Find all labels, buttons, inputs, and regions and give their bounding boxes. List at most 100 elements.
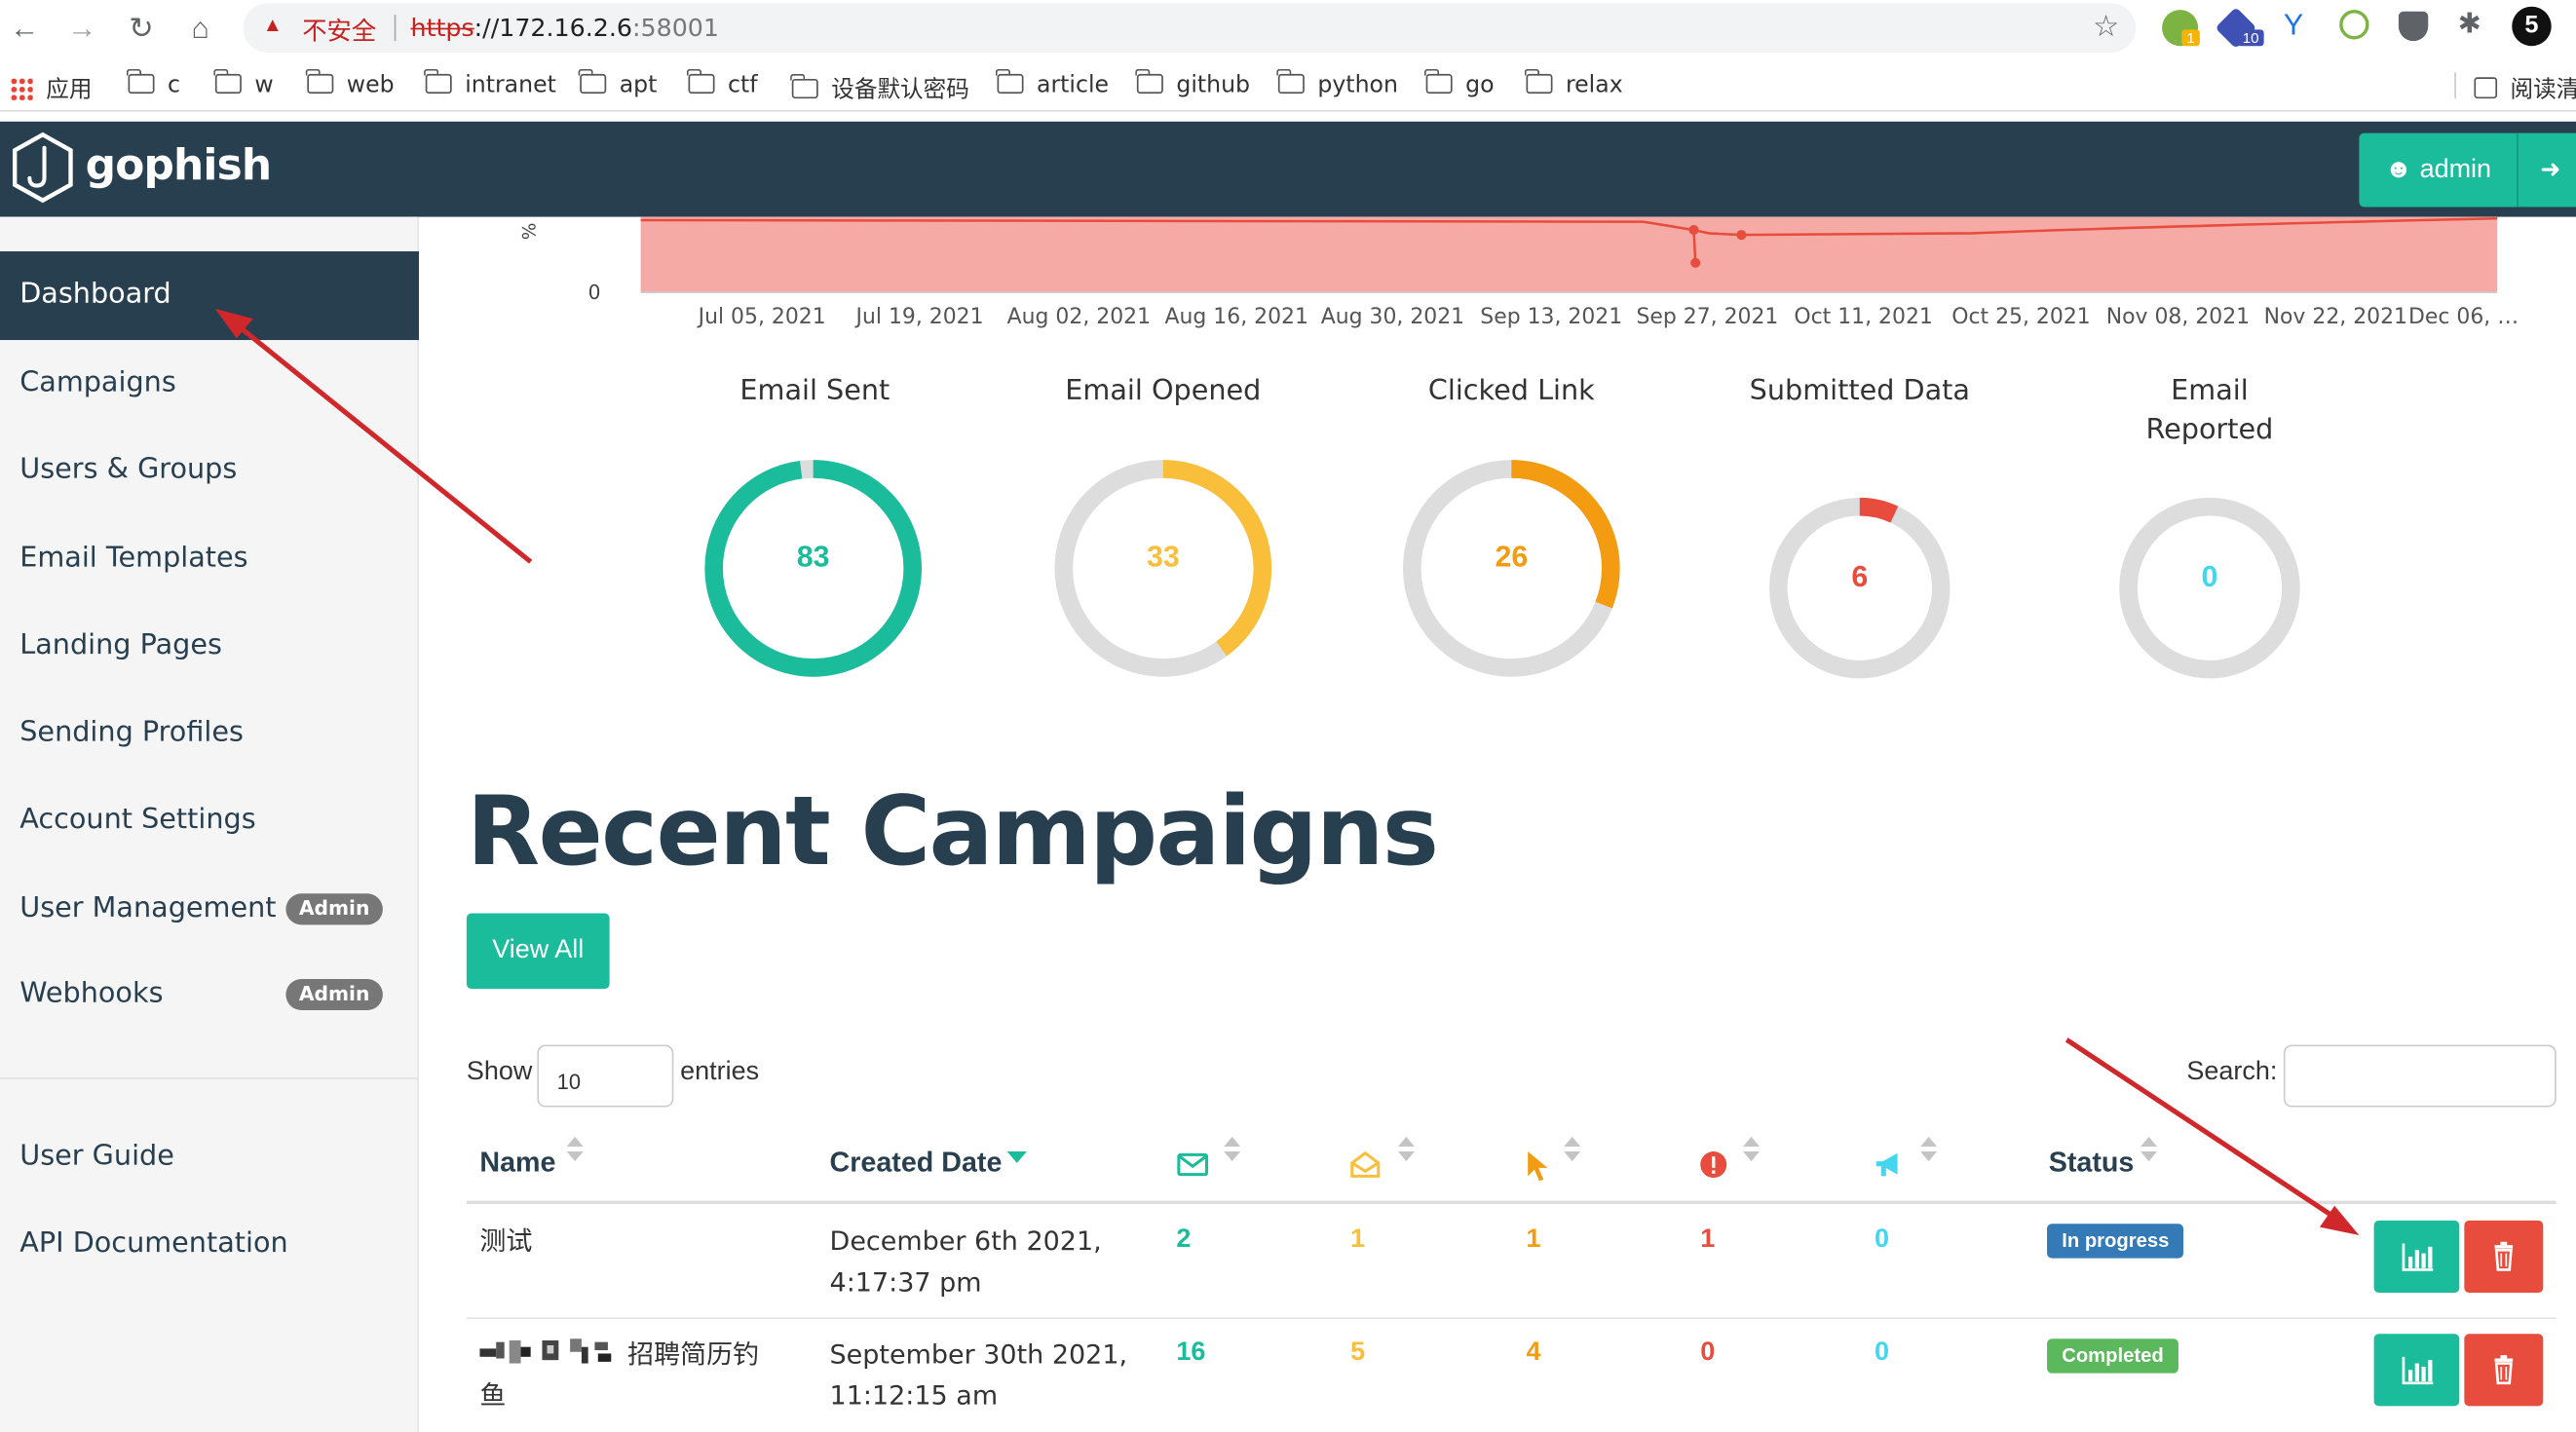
home-icon[interactable]: ⌂ <box>191 11 209 45</box>
timeline-point[interactable] <box>1688 225 1699 236</box>
campaign-results-button[interactable] <box>2373 1334 2460 1407</box>
timeline-point[interactable] <box>1736 230 1747 241</box>
delete-campaign-button[interactable] <box>2464 1334 2544 1407</box>
sidebar-item-webhooks[interactable]: Webhooks Admin <box>0 951 419 1036</box>
bookmark-folder[interactable]: relax <box>1525 68 1623 98</box>
submitted-data-value: 6 <box>1851 560 1869 593</box>
donut-arc <box>1769 497 1951 679</box>
timeline-date-label: Nov 08, 2021 <box>2105 305 2251 330</box>
sort-icon[interactable] <box>566 1136 584 1163</box>
timeline-point[interactable] <box>1690 257 1701 268</box>
envelope-icon[interactable] <box>1176 1149 1209 1179</box>
bookmark-folder[interactable]: w <box>213 68 274 98</box>
sidebar-item-label: API Documentation <box>19 1226 288 1261</box>
bookmark-folder[interactable]: go <box>1424 68 1495 98</box>
entries-select[interactable]: 10 <box>537 1044 674 1108</box>
campaign-name[interactable]: 测试 <box>479 1225 533 1257</box>
clicked-link-donut[interactable] <box>1401 458 1621 678</box>
url-host: ://172.16.2.6 <box>474 13 633 43</box>
extension-icon[interactable] <box>2339 10 2369 40</box>
timeline-date-label: Jul 05, 2021 <box>698 305 826 330</box>
address-bar[interactable]: ▲ 不安全 https://172.16.2.6:58001 ☆ <box>243 3 2137 53</box>
bookmark-folder[interactable]: article <box>996 68 1109 98</box>
email-reported-donut[interactable] <box>2118 496 2302 680</box>
bookmark-label: 设备默认密码 <box>831 77 969 104</box>
campaign-created-date: September 30th 2021, <box>829 1338 1128 1371</box>
search-input[interactable] <box>2283 1044 2557 1108</box>
delete-campaign-button[interactable] <box>2464 1220 2544 1294</box>
sidebar-item-user-management[interactable]: User Management Admin <box>0 866 419 952</box>
gophish-logo-icon[interactable] <box>10 132 75 204</box>
sort-icon[interactable] <box>1397 1136 1415 1163</box>
admin-user-label: admin <box>2419 156 2492 184</box>
sidebar-item-label: Landing Pages <box>19 628 222 662</box>
bookmark-star-icon[interactable]: ☆ <box>2093 10 2120 43</box>
timeline-date-label: Aug 30, 2021 <box>1320 305 1465 330</box>
search-label: Search: <box>2186 1057 2278 1086</box>
bookmark-folder[interactable]: 设备默认密码 <box>790 72 969 105</box>
sidebar-item-label: Campaigns <box>19 366 176 399</box>
exclamation-circle-icon[interactable] <box>1699 1149 1728 1179</box>
bookmark-folder[interactable]: github <box>1135 68 1251 99</box>
bullhorn-icon[interactable] <box>1873 1149 1906 1179</box>
cursor-pointer-icon[interactable] <box>1525 1149 1551 1183</box>
profile-avatar[interactable]: 5 <box>2512 6 2552 47</box>
sort-desc-icon[interactable] <box>1006 1151 1027 1163</box>
sidebar-item-account-settings[interactable]: Account Settings <box>0 777 419 863</box>
folder-icon <box>1424 68 1453 94</box>
extension-icon[interactable]: Y <box>2283 8 2304 42</box>
submitted-data-donut[interactable] <box>1767 496 1951 680</box>
sidebar-item-dashboard[interactable]: Dashboard <box>0 250 419 341</box>
email-sent-donut[interactable] <box>703 458 924 678</box>
url-text[interactable]: https://172.16.2.6:58001 <box>411 13 719 42</box>
logout-button[interactable]: ➜ <box>2517 132 2576 207</box>
timeline-date-label: Aug 02, 2021 <box>1006 305 1152 330</box>
sidebar-item-email-templates[interactable]: Email Templates <box>0 515 419 601</box>
campaign-results-button[interactable] <box>2373 1220 2460 1294</box>
shield-extension-icon[interactable] <box>2398 11 2429 42</box>
sidebar-item-users-groups[interactable]: Users & Groups <box>0 427 419 512</box>
sort-icon[interactable] <box>1743 1136 1760 1163</box>
email-sent-value: 83 <box>796 540 830 574</box>
bookmark-label: web <box>346 72 395 99</box>
sort-icon[interactable] <box>1564 1136 1581 1163</box>
view-all-button[interactable]: View All <box>466 913 610 990</box>
sidebar-item-campaigns[interactable]: Campaigns <box>0 340 419 426</box>
admin-user-button[interactable]: ☻ admin <box>2359 132 2518 207</box>
sidebar-item-user-guide[interactable]: User Guide <box>0 1113 419 1199</box>
sidebar-divider <box>0 1077 419 1079</box>
campaign-created-time: 11:12:15 am <box>829 1379 999 1412</box>
sort-icon[interactable] <box>2140 1136 2158 1163</box>
forward-icon[interactable]: → <box>67 11 97 45</box>
puzzle-icon[interactable]: ✱ <box>2457 8 2481 40</box>
bookmark-folder[interactable]: intranet <box>424 68 556 98</box>
bookmark-folder[interactable]: c <box>127 68 180 98</box>
submitted-count: 0 <box>1700 1338 1716 1367</box>
back-icon[interactable]: ← <box>10 11 40 45</box>
envelope-open-icon[interactable] <box>1348 1149 1382 1179</box>
sidebar-item-api-documentation[interactable]: API Documentation <box>0 1201 419 1287</box>
reading-list-button[interactable]: 阅读清 <box>2474 72 2576 105</box>
sort-icon[interactable] <box>1224 1136 1241 1163</box>
sidebar-item-sending-profiles[interactable]: Sending Profiles <box>0 690 419 775</box>
email-opened-value: 33 <box>1146 540 1180 574</box>
sort-icon[interactable] <box>1920 1136 1938 1163</box>
email-opened-donut[interactable] <box>1053 458 1273 678</box>
bookmark-folder[interactable]: ctf <box>687 68 758 98</box>
column-header-status[interactable]: Status <box>2048 1146 2135 1179</box>
column-header-created-date[interactable]: Created Date <box>829 1146 1003 1179</box>
column-header-name[interactable]: Name <box>479 1146 556 1179</box>
entries-label: entries <box>680 1057 760 1086</box>
stat-label-submitted-data: Submitted Data <box>1749 374 1970 408</box>
campaign-name[interactable]: 招聘简历钓 <box>479 1334 759 1375</box>
sidebar-item-landing-pages[interactable]: Landing Pages <box>0 603 419 689</box>
bookmark-folder[interactable]: python <box>1276 68 1398 98</box>
bookmark-folder[interactable]: apt <box>579 68 657 98</box>
folder-icon <box>127 68 155 94</box>
donut-arc <box>1054 460 1272 677</box>
brand-name[interactable]: gophish <box>85 141 272 191</box>
reload-icon[interactable]: ↻ <box>129 11 154 45</box>
bookmark-apps[interactable]: 应用 <box>10 72 92 105</box>
bookmark-folder[interactable]: web <box>306 68 395 99</box>
bookmark-label: github <box>1176 72 1251 99</box>
